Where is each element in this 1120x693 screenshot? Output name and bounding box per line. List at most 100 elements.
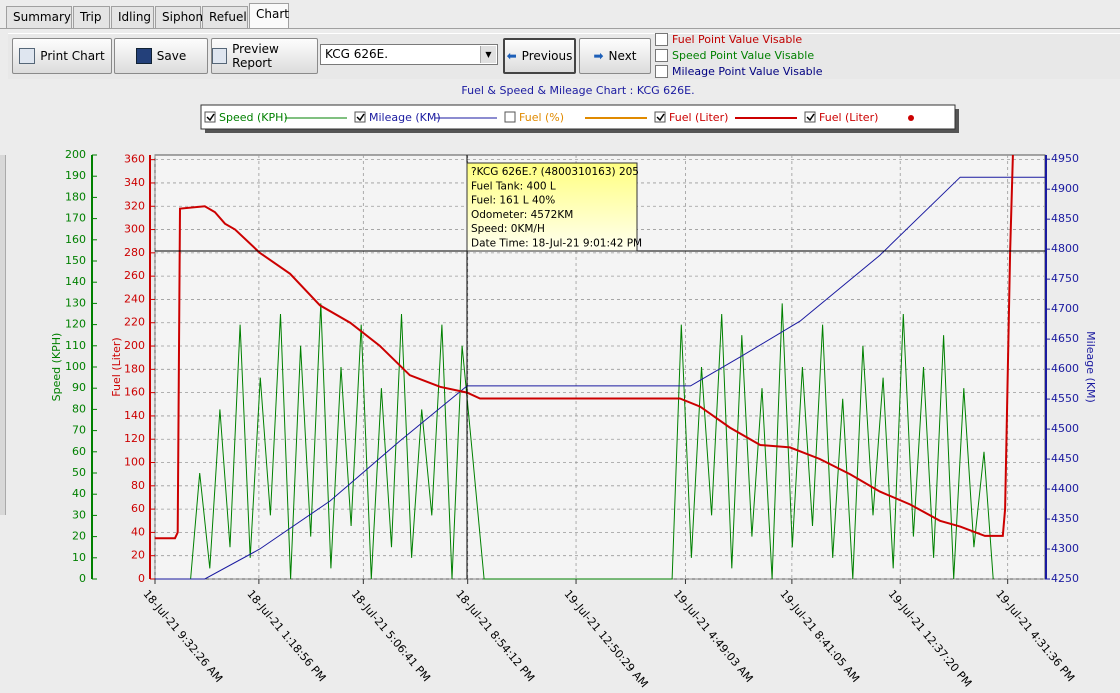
y-tick-label: 120 bbox=[124, 432, 145, 445]
tab[interactable]: Idling bbox=[111, 6, 154, 28]
option[interactable]: Fuel Point Value Visable bbox=[655, 33, 802, 46]
x-tick-label: 18-Jul-21 9:32:26 AM bbox=[140, 588, 225, 685]
y3-tick-label: 130 bbox=[65, 296, 86, 309]
y3-tick-label: 110 bbox=[65, 339, 86, 352]
option-label: Mileage Point Value Visable bbox=[672, 65, 823, 78]
y-tick-label: 100 bbox=[124, 456, 145, 469]
legend-check bbox=[356, 113, 365, 122]
tooltip-line: ?KCG 626E.? (4800310163) 205 bbox=[471, 166, 639, 178]
y3-tick-label: 0 bbox=[79, 572, 86, 585]
tooltip-line: Fuel Tank: 400 L bbox=[471, 180, 556, 192]
option[interactable]: Speed Point Value Visable bbox=[655, 49, 814, 62]
y3-tick-label: 20 bbox=[72, 530, 86, 543]
next-arrow: ➡ bbox=[593, 49, 604, 63]
x-tick-label: 19-Jul-21 8:41:05 AM bbox=[777, 588, 862, 685]
y3-tick-label: 30 bbox=[72, 508, 86, 521]
y3-tick-label: 190 bbox=[65, 169, 86, 182]
option-label: Fuel Point Value Visable bbox=[672, 33, 803, 46]
checkbox bbox=[655, 65, 668, 78]
next-button[interactable]: ➡ Next bbox=[579, 38, 651, 74]
legend-checkbox bbox=[504, 111, 516, 123]
y3-tick-label: 10 bbox=[72, 551, 86, 564]
legend-label: Mileage (KM) bbox=[369, 111, 441, 124]
x-tick-label: 19-Jul-21 4:31:36 PM bbox=[993, 588, 1077, 685]
previous-arrow: ⬅ bbox=[506, 49, 517, 63]
print-button[interactable]: Print Chart bbox=[12, 38, 112, 74]
y3-tick-label: 70 bbox=[72, 424, 86, 437]
y-tick-label: 300 bbox=[124, 223, 145, 236]
previous-button[interactable]: ⬅ Previous bbox=[503, 38, 576, 74]
button-label: Previous bbox=[521, 49, 573, 63]
y2-tick-label: 4800 bbox=[1051, 242, 1079, 255]
y-tick-label: 80 bbox=[131, 479, 145, 492]
option-label: Speed Point Value Visable bbox=[672, 49, 815, 62]
y-tick-label: 280 bbox=[124, 246, 145, 259]
series-line bbox=[154, 154, 1014, 540]
tooltip bbox=[466, 162, 638, 252]
y2-tick-label: 4650 bbox=[1051, 332, 1079, 345]
y2-tick-label: 4700 bbox=[1051, 302, 1079, 315]
y-tick-label: 360 bbox=[124, 153, 145, 166]
dropdown-value: KCG 626E. bbox=[325, 47, 389, 61]
legend-label: Fuel (Liter) bbox=[669, 111, 728, 124]
y3-tick-label: 140 bbox=[65, 275, 86, 288]
y-tick-label: 240 bbox=[124, 292, 145, 305]
y-tick-label: 320 bbox=[124, 199, 145, 212]
y2-tick-label: 4450 bbox=[1051, 452, 1079, 465]
y2-axis-title: Mileage (KM) bbox=[1084, 331, 1097, 403]
y2-tick-label: 4350 bbox=[1051, 512, 1079, 525]
y-axis-title: Fuel (Liter) bbox=[110, 337, 123, 396]
y-tick-label: 0 bbox=[138, 572, 145, 585]
tooltip-line: Speed: 0KM/H bbox=[471, 223, 545, 235]
legend-check bbox=[806, 113, 815, 122]
y-tick-label: 200 bbox=[124, 339, 145, 352]
save-button[interactable]: Save bbox=[114, 38, 208, 74]
x-tick-label: 19-Jul-21 12:50:29 AM bbox=[561, 588, 650, 691]
y3-tick-label: 120 bbox=[65, 318, 86, 331]
legend-check bbox=[206, 113, 215, 122]
y2-tick-label: 4550 bbox=[1051, 392, 1079, 405]
y-tick-label: 260 bbox=[124, 269, 145, 282]
y-tick-label: 340 bbox=[124, 176, 145, 189]
option[interactable]: Mileage Point Value Visable bbox=[655, 65, 823, 78]
button-label: Next bbox=[608, 49, 637, 63]
button-label: Print Chart bbox=[40, 49, 105, 63]
y3-axis-title: Speed (KPH) bbox=[50, 333, 63, 402]
legend-label: Fuel (Liter) bbox=[819, 111, 878, 124]
vehicle-dropdown[interactable]: KCG 626E. ▼ bbox=[320, 44, 498, 65]
preview-button[interactable]: Preview Report bbox=[211, 38, 318, 74]
y3-tick-label: 200 bbox=[65, 148, 86, 161]
button-label: Preview Report bbox=[232, 42, 279, 70]
y-tick-label: 160 bbox=[124, 386, 145, 399]
y2-tick-label: 4900 bbox=[1051, 182, 1079, 195]
y2-tick-label: 4400 bbox=[1051, 482, 1079, 495]
x-tick-label: 19-Jul-21 4:49:03 AM bbox=[671, 588, 756, 685]
series-line bbox=[154, 303, 994, 580]
legend-check bbox=[656, 113, 665, 122]
legend-box bbox=[200, 104, 956, 130]
legend-label: Fuel (%) bbox=[519, 111, 564, 124]
tab[interactable]: Trip bbox=[73, 6, 110, 28]
save-icon bbox=[135, 48, 152, 64]
tab[interactable]: Siphon bbox=[155, 6, 203, 28]
tab[interactable]: Summary bbox=[6, 6, 72, 28]
x-tick-label: 18-Jul-21 5:06:41 PM bbox=[349, 588, 433, 685]
tab[interactable]: Chart bbox=[249, 3, 289, 28]
y3-tick-label: 180 bbox=[65, 190, 86, 203]
y3-tick-label: 150 bbox=[65, 254, 86, 267]
y3-tick-label: 50 bbox=[72, 466, 86, 479]
legend-checkbox bbox=[804, 111, 816, 123]
tooltip-line: Odometer: 4572KM bbox=[471, 209, 573, 221]
tooltip-line: Fuel: 161 L 40% bbox=[471, 195, 555, 207]
y-tick-label: 20 bbox=[131, 549, 145, 562]
y3-tick-label: 100 bbox=[65, 360, 86, 373]
x-tick-label: 19-Jul-21 12:37:20 PM bbox=[886, 588, 975, 690]
y3-tick-label: 170 bbox=[65, 212, 86, 225]
tab[interactable]: Refuel bbox=[202, 6, 248, 28]
checkbox bbox=[655, 49, 668, 62]
tooltip-text: ?KCG 626E.? (4800310163) 205 Fuel Tank: 4… bbox=[471, 166, 642, 250]
y2-tick-label: 4850 bbox=[1051, 212, 1079, 225]
y2-tick-label: 4250 bbox=[1051, 572, 1079, 585]
